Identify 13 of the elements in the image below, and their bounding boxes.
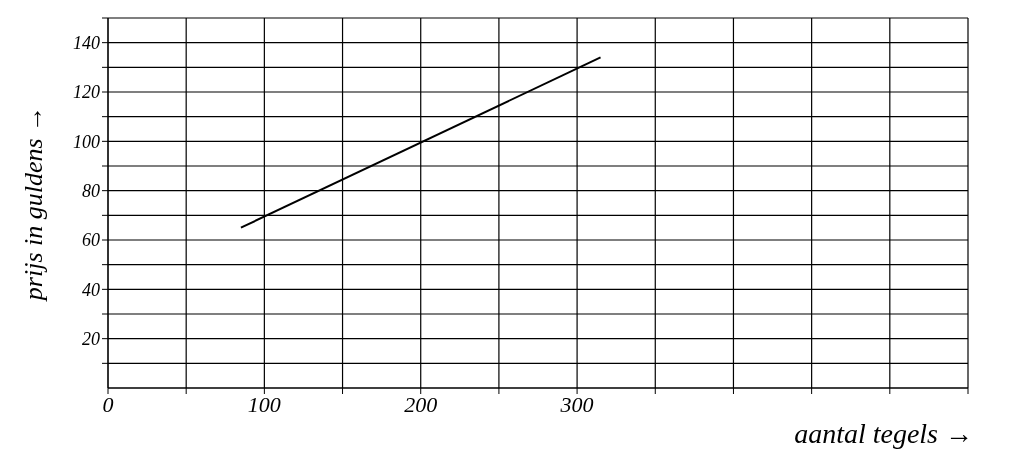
y-tick-label: 60 (82, 230, 100, 251)
y-axis-title: prijs in guldens → (19, 105, 49, 303)
y-tick-label: 120 (73, 82, 100, 103)
y-tick-label: 20 (82, 329, 100, 350)
x-tick-label: 200 (404, 391, 438, 417)
y-tick-label: 100 (73, 131, 100, 152)
y-tick-label: 80 (82, 181, 100, 202)
x-axis-title: aantal tegels → (794, 418, 973, 449)
x-tick-label: 100 (247, 391, 281, 417)
x-tick-label: 300 (559, 391, 594, 417)
y-tick-label: 40 (82, 279, 100, 300)
x-tick-label: 0 (102, 391, 114, 417)
y-tick-label: 140 (73, 33, 100, 54)
